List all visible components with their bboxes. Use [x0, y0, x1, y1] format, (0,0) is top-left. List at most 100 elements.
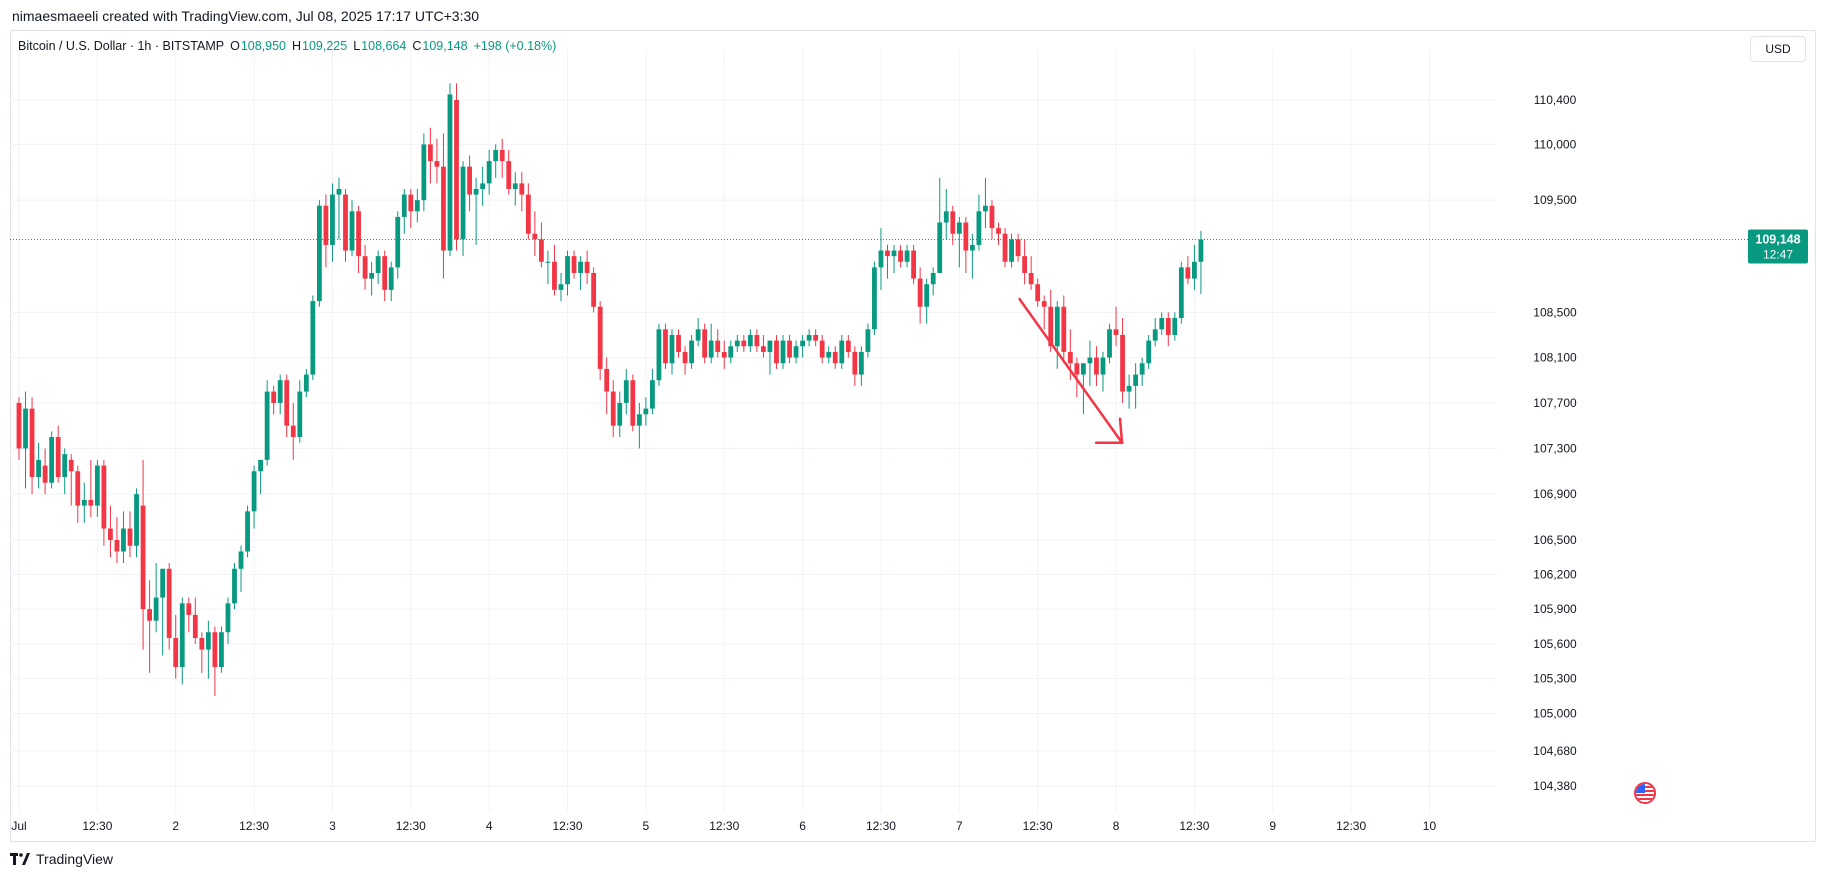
candle-body — [1120, 334, 1125, 392]
candle-body — [1074, 363, 1080, 375]
chart-credit-header: nimaesmaeeli created with TradingView.co… — [12, 8, 480, 24]
candle — [983, 177, 988, 229]
candle — [251, 465, 257, 529]
candle — [16, 397, 22, 460]
candle-body — [55, 437, 61, 477]
candle-body — [277, 380, 283, 403]
candle — [212, 626, 218, 697]
candle-body — [721, 351, 727, 358]
candle — [702, 323, 708, 364]
candle — [1094, 346, 1099, 386]
candle — [930, 267, 936, 296]
candle — [49, 431, 55, 489]
candle — [140, 459, 146, 650]
candle-body — [1100, 357, 1106, 375]
candle — [623, 368, 629, 415]
candle — [996, 222, 1001, 245]
legend-close: C 109,148 — [412, 39, 468, 53]
candle — [1022, 239, 1028, 285]
price-tick-label: 105,600 — [1533, 637, 1577, 651]
candle-body — [1185, 267, 1191, 279]
candle-body — [23, 408, 28, 449]
price-tick-label: 108,500 — [1533, 305, 1577, 319]
candle — [610, 380, 616, 438]
candle-body — [832, 351, 838, 364]
candle — [813, 329, 819, 347]
candle-body — [1002, 233, 1008, 262]
candle-body — [1126, 385, 1132, 392]
candle-body — [186, 603, 192, 615]
candle — [806, 329, 812, 347]
time-tick-label: 12:30 — [709, 819, 739, 833]
candle — [512, 172, 518, 206]
candle-body — [258, 459, 264, 472]
candle-body — [1022, 256, 1028, 273]
candle — [362, 244, 368, 290]
candle — [303, 368, 309, 398]
candle — [1041, 295, 1047, 330]
candle — [447, 83, 453, 257]
price-tick-label: 108,100 — [1533, 351, 1577, 365]
candle-body — [552, 261, 557, 290]
time-tick-label: 2 — [172, 819, 179, 833]
candle — [395, 211, 401, 279]
candle — [199, 632, 205, 673]
last-price-badge — [1748, 229, 1808, 264]
candle — [761, 334, 766, 358]
candle-body — [800, 340, 805, 347]
candle-body — [891, 250, 897, 257]
candle — [153, 563, 159, 633]
candle-body — [427, 144, 433, 162]
candle — [36, 442, 41, 489]
candle — [427, 127, 433, 184]
time-tick-label: 3 — [329, 819, 336, 833]
price-tick-label: 107,700 — [1533, 396, 1577, 410]
candle-body — [94, 465, 100, 506]
candle — [584, 250, 590, 285]
candle — [284, 374, 290, 438]
candle — [858, 346, 864, 386]
candle-body — [349, 211, 355, 251]
candle — [460, 161, 466, 257]
candle — [891, 244, 897, 273]
time-tick-label: 10 — [1423, 819, 1437, 833]
currency-button[interactable]: USD — [1750, 36, 1806, 62]
candle-body — [708, 340, 714, 358]
candle-body — [290, 425, 296, 438]
candle-body — [806, 334, 812, 341]
candle — [819, 334, 825, 364]
candle — [277, 374, 283, 415]
candle — [121, 511, 126, 564]
candle-body — [297, 391, 303, 438]
price-axis: 110,400 110,000 109,500 108,500 108,100 107,7… — [1533, 93, 1577, 793]
candle-body — [858, 351, 864, 375]
candle — [839, 334, 845, 369]
candle — [42, 448, 48, 495]
candle-body — [525, 194, 531, 234]
candle-body — [114, 540, 120, 552]
us-flag-icon[interactable] — [1634, 782, 1656, 804]
candle — [264, 380, 270, 466]
time-tick-label: 12:30 — [82, 819, 112, 833]
footer-brand[interactable]: TradingView — [10, 851, 113, 867]
legend-change: +198 (+0.18%) — [473, 39, 557, 53]
candle — [310, 295, 316, 381]
candle — [245, 505, 250, 558]
candle — [636, 402, 642, 449]
candle-body — [917, 278, 923, 307]
candle-body — [976, 211, 982, 245]
candle — [108, 505, 113, 558]
candle — [552, 244, 557, 296]
symbol-title[interactable]: Bitcoin / U.S. Dollar · 1h · BITSTAMP — [18, 39, 225, 53]
candle-body — [689, 340, 694, 364]
candle-body — [839, 340, 845, 364]
price-tick-label: 105,900 — [1533, 602, 1577, 616]
down-arrow-annotation — [1018, 297, 1124, 445]
candle — [219, 626, 224, 673]
candle-body — [493, 149, 499, 162]
candle — [336, 177, 342, 240]
price-tick-label: 104,380 — [1533, 779, 1577, 793]
candle — [1159, 312, 1165, 335]
